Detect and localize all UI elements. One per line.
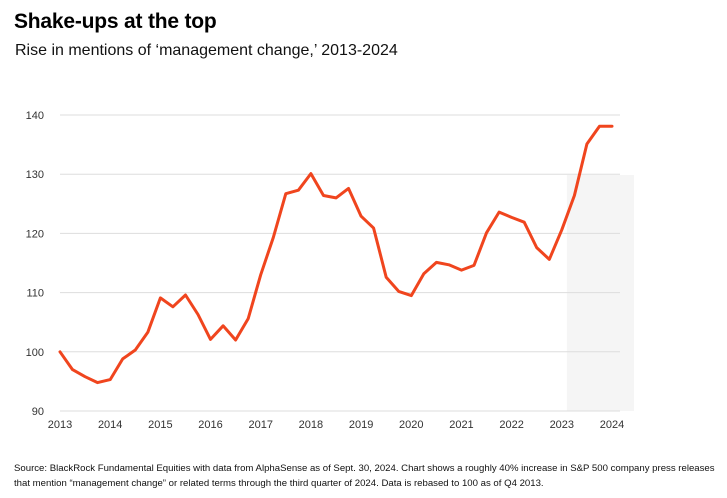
x-axis-ticks: 2013 2014 2015 2016 2017 2018 2019 2020 2021 2022… [48,419,624,431]
x-tick-label: 2020 [399,419,423,431]
x-tick-label: 2023 [550,419,574,431]
y-tick-label: 90 [32,406,44,418]
chart-subtitle: Rise in mentions of ‘management change,’… [15,42,398,59]
series-line [58,124,614,385]
y-tick-label: 140 [26,110,44,122]
y-tick-label: 130 [26,169,44,181]
y-axis-ticks: 90 100 110 120 130 140 [26,110,44,418]
x-tick-label: 2024 [600,419,624,431]
plot-background [60,111,634,411]
y-tick-label: 110 [26,288,44,300]
x-tick-label: 2014 [98,419,122,431]
x-tick-label: 2016 [198,419,222,431]
x-tick-label: 2017 [248,419,272,431]
x-tick-label: 2018 [299,419,323,431]
source-note: Source: BlackRock Fundamental Equities w… [14,463,715,489]
chart-title: Shake-ups at the top [14,10,217,33]
x-tick-label: 2013 [48,419,72,431]
x-tick-label: 2019 [349,419,373,431]
y-tick-label: 100 [26,347,44,359]
x-tick-label: 2021 [449,419,473,431]
y-tick-label: 120 [26,228,44,240]
gridlines [60,114,634,412]
x-tick-label: 2015 [148,419,172,431]
series-group [58,124,614,385]
x-tick-label: 2022 [499,419,523,431]
